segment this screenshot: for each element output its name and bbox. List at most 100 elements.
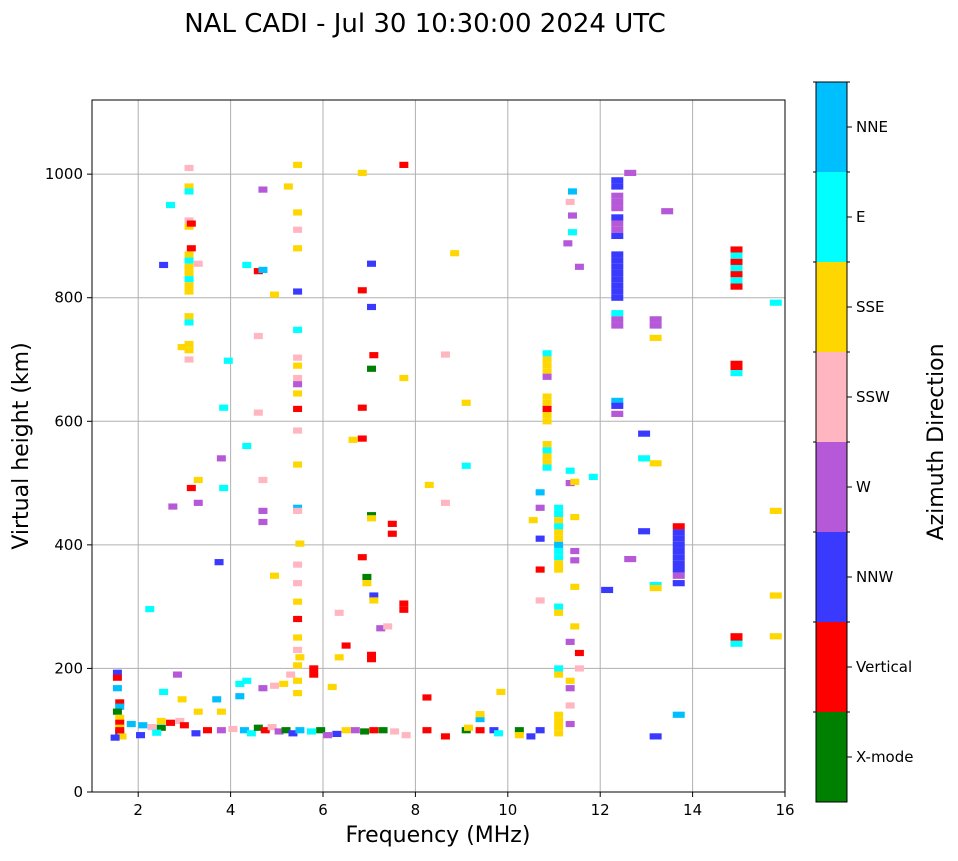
data-point — [184, 313, 194, 320]
data-point — [269, 291, 279, 298]
data-point — [383, 623, 393, 630]
data-point — [661, 208, 674, 215]
data-point — [376, 625, 386, 632]
data-point — [362, 573, 372, 581]
data-point — [293, 634, 303, 641]
data-point — [184, 356, 194, 363]
data-point — [216, 455, 226, 462]
data-point — [369, 352, 379, 359]
data-point — [638, 455, 651, 462]
data-point — [401, 732, 411, 739]
data-point — [369, 592, 379, 599]
data-point — [288, 730, 298, 737]
data-point — [293, 427, 303, 434]
data-point — [253, 724, 263, 731]
data-point — [334, 654, 344, 661]
data-point — [672, 554, 685, 561]
data-point — [216, 727, 226, 734]
y-axis: 0 200 400 600 800 1000 — [45, 165, 92, 801]
data-point — [554, 510, 564, 518]
colorbar-frame — [815, 81, 848, 803]
data-point — [360, 728, 370, 735]
data-point — [730, 640, 743, 647]
data-point — [369, 727, 379, 734]
data-point — [611, 397, 624, 404]
data-point — [387, 530, 397, 537]
data-point — [193, 499, 203, 506]
data-point — [115, 699, 125, 706]
data-point — [399, 600, 409, 607]
data-point — [535, 597, 545, 604]
data-point — [554, 566, 564, 573]
data-point — [526, 733, 536, 740]
data-point — [186, 220, 196, 227]
data-point — [115, 719, 125, 726]
data-point — [184, 269, 194, 277]
colorbar-swatch — [816, 442, 847, 532]
data-point — [570, 583, 580, 590]
data-point — [293, 288, 303, 295]
data-point — [362, 580, 372, 587]
data-point — [611, 177, 624, 184]
data-point — [570, 623, 580, 630]
data-point — [293, 461, 303, 468]
data-point — [565, 677, 575, 684]
data-point — [242, 442, 252, 450]
data-point — [260, 727, 270, 734]
data-point — [624, 555, 637, 563]
grid-layer — [92, 100, 786, 792]
data-point — [542, 459, 552, 466]
data-point — [565, 702, 575, 709]
data-point — [219, 484, 229, 492]
data-point — [514, 727, 524, 734]
y-tick-label: 400 — [54, 536, 83, 554]
data-point — [611, 269, 624, 277]
data-point — [440, 733, 450, 740]
data-point — [450, 250, 460, 257]
data-point — [611, 220, 624, 227]
data-point — [672, 541, 685, 548]
colorbar-tick-label: E — [856, 208, 865, 226]
data-point — [281, 727, 291, 734]
data-point — [565, 479, 575, 487]
data-point — [378, 727, 388, 734]
data-point — [293, 354, 303, 361]
data-point — [147, 724, 157, 731]
data-point — [258, 266, 268, 274]
data-point — [357, 169, 367, 177]
data-point — [175, 717, 185, 725]
data-point — [611, 402, 624, 409]
data-point — [286, 671, 296, 678]
data-point — [293, 690, 303, 697]
plot-frame — [91, 99, 786, 793]
data-point — [588, 473, 598, 480]
data-point — [246, 730, 256, 737]
data-point — [672, 547, 685, 555]
data-point — [179, 722, 189, 729]
data-point — [112, 685, 122, 692]
data-point — [542, 441, 552, 448]
data-point — [461, 399, 471, 406]
data-point — [110, 734, 120, 741]
data-point — [475, 711, 485, 718]
data-point — [367, 656, 377, 663]
data-point — [348, 436, 358, 443]
data-point — [367, 365, 377, 372]
data-point — [293, 662, 303, 669]
data-point — [293, 405, 303, 413]
data-point — [184, 319, 194, 326]
data-point — [295, 727, 305, 734]
data-point — [535, 489, 545, 496]
data-point — [399, 374, 409, 382]
data-point — [565, 720, 575, 728]
data-point — [672, 572, 685, 579]
data-point — [295, 540, 305, 547]
y-tick-label: 200 — [54, 659, 83, 677]
data-point — [341, 727, 351, 734]
data-point — [649, 316, 662, 323]
data-point — [184, 347, 194, 354]
x-tick-label: 10 — [498, 801, 517, 819]
data-point — [570, 557, 580, 564]
data-point — [730, 369, 743, 377]
